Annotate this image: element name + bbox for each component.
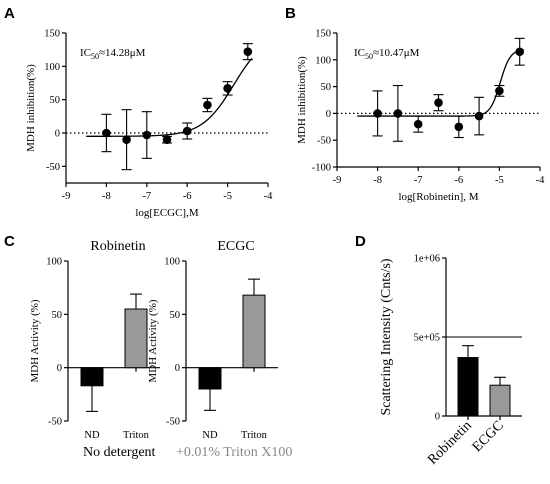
panel-b: IC50≈10.47μM -100 -50 0 50 100 150 -9 -8 -7 -6 -5 -… [296,29,545,204]
data-point [203,100,212,110]
y-axis-title: MDH Activity (%) [29,299,41,382]
panel-c-right-caption: +0.01% Triton X100 [176,445,292,460]
data-point [515,47,524,57]
data-point [373,109,382,118]
x-tick-label: ND [84,430,100,441]
data-point [454,122,464,132]
data-point [122,135,131,144]
x-tick-label: -8 [373,175,382,186]
data-point [162,135,172,144]
x-tick-label: -7 [414,175,423,186]
bar [242,294,266,369]
y-tick-label: -50 [46,162,60,173]
data-point [182,126,192,136]
data-point [102,128,111,138]
data-point [434,98,443,107]
x-tick-label: ND [202,430,218,441]
y-tick-label: 5e+05 [414,333,440,344]
y-tick-label: 50 [170,310,181,321]
y-tick-label: 0 [57,363,62,374]
x-tick-label: Triton [241,430,268,441]
y-tick-label: 50 [50,95,61,106]
bar [124,308,148,369]
x-tick-label: Robinetin [425,418,475,468]
x-tick-label: -5 [495,175,504,186]
x-tick-label: ECGC [470,418,507,455]
panel-c-robinetin: Robinetin No detergent -50 0 50 100 ND Triton… [29,239,160,460]
panel-c-right-title: ECGC [217,239,254,254]
panel-b-ic50-label: IC50≈10.47μM [354,47,420,61]
y-tick-label: 100 [164,257,180,268]
panel-c-ecgc: ECGC +0.01% Triton X100 -50 0 50 100 ND Trito… [147,239,292,460]
x-tick-label: Triton [123,430,150,441]
y-tick-label: -50 [48,417,62,428]
y-axis-title: MDH Activity (%) [147,299,159,382]
y-tick-label: 100 [46,257,62,268]
x-tick-label: -9 [62,191,71,202]
panel-letter-d: D [355,233,366,250]
y-tick-label: -50 [166,417,180,428]
y-tick-label: 150 [44,29,60,40]
data-point [393,109,403,118]
panel-c-left-title: Robinetin [90,239,145,254]
fit-curve [86,57,253,137]
x-tick-label: -4 [536,175,545,186]
y-tick-label: 0 [435,412,440,423]
data-point [495,86,504,96]
bar [489,384,511,417]
x-tick-label: -6 [454,175,463,186]
x-tick-label: -7 [142,191,151,202]
y-axis-title: MDH inhibition(%) [25,64,37,152]
y-tick-label: 50 [321,82,332,93]
x-axis-title: log[ECGC],M [135,207,198,219]
x-tick-label: -5 [223,191,232,202]
bar [457,357,479,417]
panel-c-left-caption: No detergent [83,445,156,460]
data-point [413,119,423,129]
panel-letter-c: C [4,233,15,250]
y-axis-title: MDH inhibition(%) [296,56,308,144]
y-tick-label: 50 [52,310,63,321]
y-tick-label: 1e+06 [414,254,440,265]
panel-a: IC50≈14.28μM -50 0 50 100 150 -9 -8 -7 -6 -5 -4 log… [25,29,273,220]
y-tick-label: 0 [175,363,180,374]
panel-a-ic50-label: IC50≈14.28μM [80,47,146,61]
y-axis-title: Scattering Intensity (Cnts/s) [379,258,394,415]
y-tick-label: 100 [44,62,60,73]
x-tick-label: -4 [264,191,273,202]
y-tick-label: -100 [312,163,331,174]
y-tick-label: 150 [315,29,331,40]
x-tick-label: -8 [102,191,111,202]
y-tick-label: 0 [326,109,331,120]
data-point [243,47,253,56]
x-tick-label: -6 [183,191,192,202]
data-point [142,130,152,140]
x-axis-title: log[Robinetin], M [398,191,478,203]
y-tick-label: 0 [55,129,60,140]
data-point [474,111,484,121]
panel-letter-a: A [4,5,15,22]
data-point [223,84,232,93]
x-tick-label: -9 [333,175,342,186]
panel-letter-b: B [285,5,296,22]
y-tick-label: -50 [317,136,331,147]
y-tick-label: 100 [315,55,331,66]
